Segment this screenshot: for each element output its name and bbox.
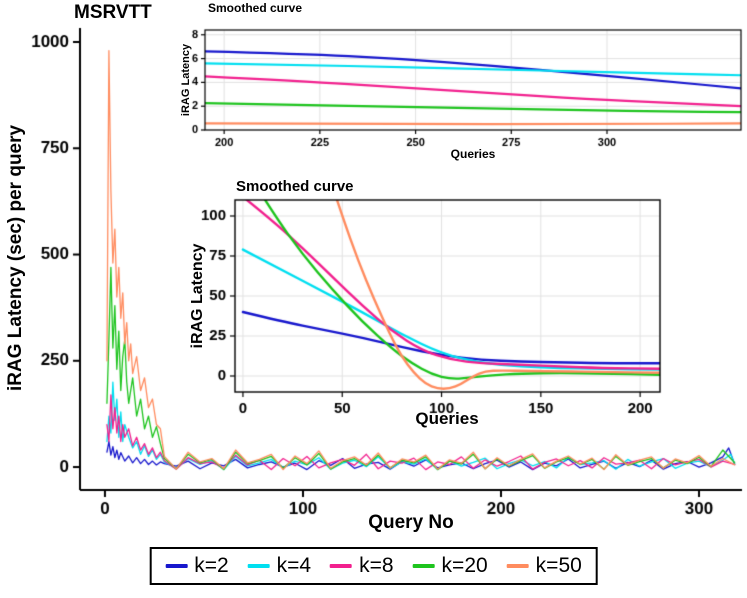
legend-item: k=8 [330, 554, 394, 578]
legend-label: k=2 [194, 554, 229, 577]
legend-line-swatch [330, 564, 353, 568]
legend-line-swatch [247, 564, 270, 568]
legend-label: k=20 [441, 554, 488, 577]
legend-line-swatch [412, 564, 435, 568]
legend-line-swatch [165, 564, 188, 568]
mid-inset-x-axis-label: Queries [415, 409, 479, 428]
mid-inset-title: Smoothed curve [236, 178, 354, 195]
legend-label: k=50 [535, 554, 582, 577]
main-y-axis-label: iRAG Latency (sec) per query [5, 124, 26, 392]
chart-title: MSRVTT [74, 2, 152, 23]
legend-label: k=8 [359, 554, 394, 577]
legend-label: k=4 [276, 554, 312, 577]
top-inset-x-axis-label: Queries [450, 147, 496, 161]
legend-line-swatch [506, 564, 529, 568]
top-inset-title: Smoothed curve [208, 1, 303, 15]
legend-item: k=2 [165, 554, 229, 578]
main-x-axis-label: Query No [368, 512, 454, 533]
top-inset-y-axis-label: iRAG Latency [180, 43, 192, 117]
legend: k=2 k=4 k=8 k=20 k=50 [149, 547, 598, 585]
legend-item: k=20 [412, 554, 488, 578]
mid-inset-y-axis-label: iRAG Latency [189, 243, 206, 349]
legend-item: k=50 [506, 554, 582, 578]
legend-item: k=4 [247, 554, 312, 578]
